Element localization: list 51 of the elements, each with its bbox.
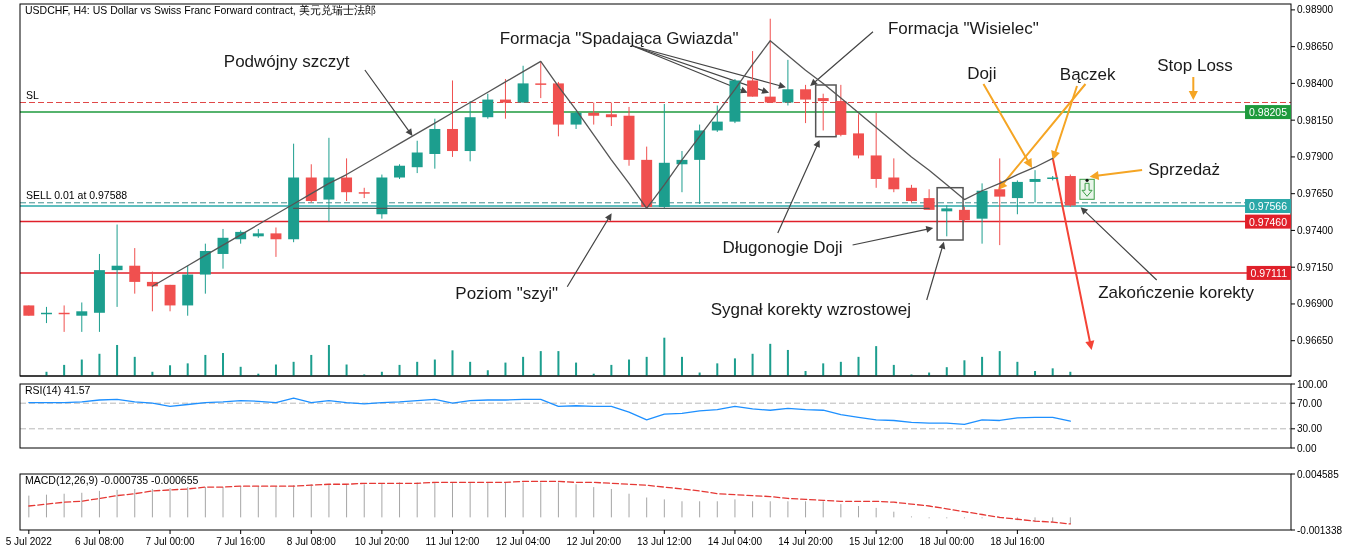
y-tick-label: 70.00 <box>1297 397 1323 409</box>
annotation: Sygnał korekty wzrostowej <box>710 299 911 319</box>
x-tick-label: 6 Jul 08:00 <box>74 536 125 547</box>
x-tick-label: 7 Jul 16:00 <box>216 536 266 547</box>
x-tick-label: 12 Jul 20:00 <box>566 536 622 547</box>
chart-title: USDCHF, H4: US Dollar vs Swiss Franc Forward contract, 美元兑瑞士法郎 <box>25 4 376 16</box>
x-tick-label: 14 Jul 04:00 <box>707 536 763 547</box>
y-tick-label: 100.00 <box>1297 378 1329 390</box>
y-tick-label: 0.97400 <box>1297 224 1334 236</box>
y-tick-label: 0.96650 <box>1297 335 1334 347</box>
y-tick-label: 0.98150 <box>1297 114 1334 126</box>
y-tick-label: 0.98900 <box>1297 4 1334 16</box>
y-tick-label: 30.00 <box>1297 423 1323 435</box>
annotation: Długonogie Doji <box>722 237 843 257</box>
y-tick-label: 0.00 <box>1297 442 1317 454</box>
y-tick-label: 0.97650 <box>1297 188 1334 200</box>
annotation: Podwójny szczyt <box>223 51 350 71</box>
ref-line-label: SELL 0.01 at 0.97588 <box>26 188 128 201</box>
x-tick-label: 18 Jul 16:00 <box>990 536 1046 547</box>
x-tick-label: 15 Jul 12:00 <box>848 536 904 547</box>
x-tick-label: 8 Jul 08:00 <box>286 536 337 547</box>
x-tick-label: 13 Jul 12:00 <box>637 536 692 547</box>
ref-line-label: 0.97566 <box>1249 200 1288 213</box>
ref-line-label: 0.97460 <box>1249 215 1288 228</box>
x-tick-label: 7 Jul 00:00 <box>145 536 195 547</box>
annotation: Formacja "Spadająca Gwiazda" <box>499 28 739 48</box>
ref-line-label: 0.97111 <box>1250 266 1288 279</box>
x-tick-label: 14 Jul 20:00 <box>778 536 834 547</box>
x-tick-label: 18 Jul 00:00 <box>919 536 975 547</box>
chart-title: RSI(14) 41.57 <box>25 384 91 396</box>
annotation: Zakończenie korekty <box>1098 282 1255 302</box>
annotation: Sprzedaż <box>1148 159 1221 179</box>
y-tick-label: 0.97900 <box>1297 151 1334 163</box>
annotation: Formacja "Wisielec" <box>887 18 1039 38</box>
ref-line-label: SL <box>26 88 39 101</box>
annotation: Stop Loss <box>1157 55 1233 75</box>
y-tick-label: -0.001338 <box>1297 524 1343 536</box>
annotation: Poziom "szyi" <box>455 283 559 303</box>
chart-title: MACD(12,26,9) -0.000735 -0.000655 <box>25 474 199 486</box>
y-tick-label: 0.98400 <box>1297 77 1334 89</box>
y-tick-label: 0.97150 <box>1297 261 1334 273</box>
x-tick-label: 12 Jul 04:00 <box>495 536 551 547</box>
y-tick-label: 0.98650 <box>1297 41 1334 53</box>
annotation: Doji <box>967 63 997 83</box>
x-tick-label: 11 Jul 12:00 <box>425 536 480 547</box>
x-tick-label: 5 Jul 2022 <box>5 536 53 547</box>
y-tick-label: 0.96900 <box>1297 298 1334 310</box>
ref-line-label: 0.98205 <box>1249 106 1288 119</box>
annotation: Bączek <box>1059 64 1117 84</box>
y-tick-label: 0.004585 <box>1297 468 1340 480</box>
x-tick-label: 10 Jul 20:00 <box>354 536 410 547</box>
